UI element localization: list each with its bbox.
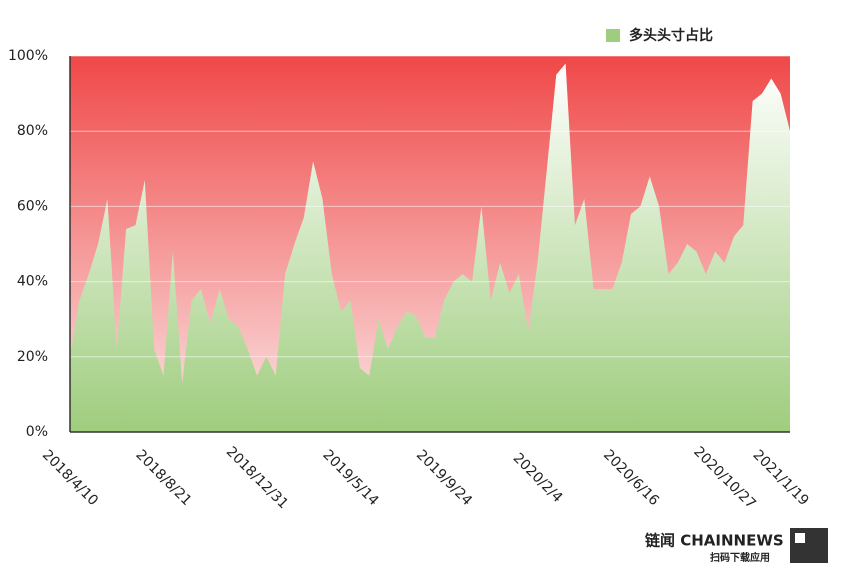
y-tick-label: 20% (17, 349, 48, 365)
y-tick-label: 40% (17, 274, 48, 290)
x-tick-label: 2018/12/31 (223, 444, 291, 512)
brand: 链闻 CHAINNEWS (645, 532, 784, 550)
x-tick-label: 2020/6/16 (600, 447, 662, 509)
download-note: 扫码下载应用 (710, 551, 770, 563)
y-tick-label: 80% (17, 123, 48, 139)
qr-code-corner (795, 533, 805, 543)
x-tick-label: 2019/9/24 (413, 447, 475, 509)
y-tick-label: 60% (17, 198, 48, 214)
x-tick-label: 2020/2/4 (510, 450, 566, 506)
x-tick-label: 2020/10/27 (690, 444, 758, 512)
x-tick-label: 2018/4/10 (39, 447, 101, 509)
y-tick-label: 0% (26, 424, 48, 440)
x-tick-label: 2019/5/14 (319, 447, 381, 509)
x-tick-label: 2018/8/21 (132, 447, 194, 509)
area (70, 63, 790, 433)
legend-swatch (606, 29, 620, 42)
legend-label: 多头头寸占比 (629, 27, 713, 44)
y-tick-label: 100% (8, 48, 48, 64)
